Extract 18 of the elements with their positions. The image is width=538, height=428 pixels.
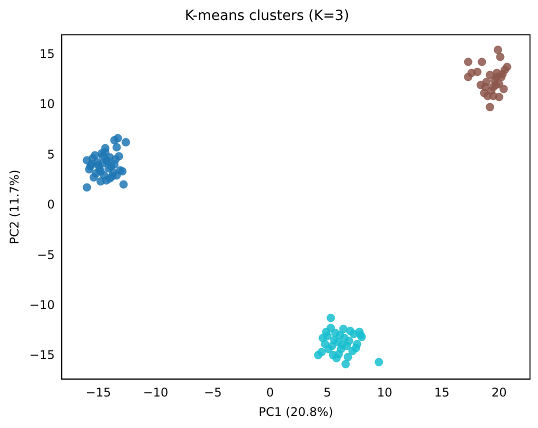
y-axis-title: PC2 (11.7%) xyxy=(7,170,22,244)
x-tick-label: 20 xyxy=(491,386,507,400)
y-tick-label: −15 xyxy=(29,348,55,362)
x-tick-label: 15 xyxy=(434,386,450,400)
y-tick-label: 0 xyxy=(47,198,55,212)
y-tick-label: 5 xyxy=(47,147,55,162)
y-tick-label: −10 xyxy=(29,298,55,312)
x-tick-label: 5 xyxy=(324,386,332,400)
x-tick-label: 0 xyxy=(266,386,274,400)
x-axis-title: PC1 (20.8%) xyxy=(258,404,334,419)
x-tick-label: 10 xyxy=(376,386,392,400)
x-tick-label: −15 xyxy=(86,386,112,400)
y-tick-label: 15 xyxy=(39,47,55,62)
x-tick-label: −5 xyxy=(204,386,222,400)
y-tick-label: −5 xyxy=(37,248,55,262)
x-tick-label: −10 xyxy=(142,386,168,400)
chart-title: K-means clusters (K=3) xyxy=(184,8,350,24)
y-tick-label: 10 xyxy=(39,97,55,112)
